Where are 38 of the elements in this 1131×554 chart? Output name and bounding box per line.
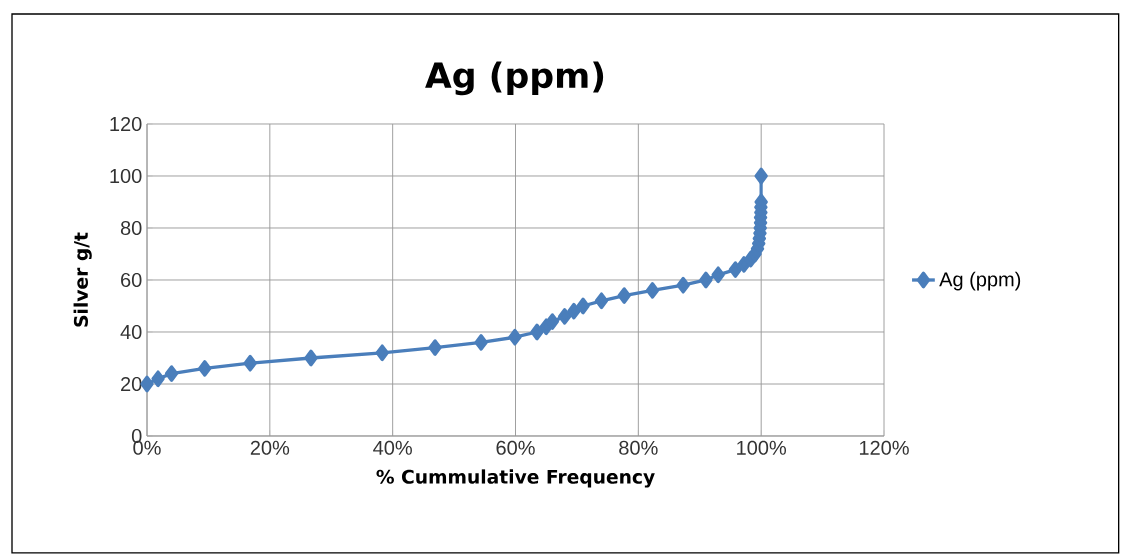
x-tick-label: 20% bbox=[250, 440, 290, 455]
x-axis-title: % Cummulative Frequency bbox=[376, 469, 655, 488]
point bbox=[304, 349, 318, 367]
point bbox=[567, 302, 581, 320]
point bbox=[594, 292, 609, 310]
y-tick-label: 100 bbox=[110, 168, 142, 184]
x-tick-label: 60% bbox=[496, 440, 535, 455]
point bbox=[151, 370, 165, 388]
point bbox=[243, 354, 257, 372]
y-tick-label: 80 bbox=[120, 220, 142, 236]
point bbox=[617, 287, 631, 304]
x-tick-label: 40% bbox=[373, 440, 412, 455]
legend-label: Ag (ppm) bbox=[939, 271, 1021, 291]
point bbox=[754, 167, 768, 185]
x-tick-label: 80% bbox=[619, 440, 658, 455]
point bbox=[428, 339, 442, 356]
chart-title: Ag (ppm) bbox=[425, 61, 604, 96]
y-tick-label: 20 bbox=[121, 376, 142, 392]
point bbox=[164, 365, 179, 382]
x-tick-label: 120% bbox=[859, 440, 909, 455]
point bbox=[375, 344, 389, 362]
point bbox=[699, 271, 713, 289]
y-tick-label: 60 bbox=[121, 272, 142, 288]
point bbox=[198, 360, 212, 377]
point bbox=[576, 297, 590, 315]
point bbox=[530, 323, 544, 341]
y-tick-label: 40 bbox=[120, 324, 142, 340]
point bbox=[508, 328, 522, 346]
point bbox=[557, 308, 572, 325]
point bbox=[474, 334, 488, 351]
x-tick-label: 100% bbox=[737, 440, 787, 455]
point bbox=[645, 282, 660, 299]
point bbox=[676, 276, 690, 294]
point bbox=[545, 313, 560, 330]
point bbox=[728, 261, 743, 278]
y-axis-title: Silver g/t bbox=[73, 232, 92, 327]
point bbox=[711, 266, 725, 284]
y-tick-label: 120 bbox=[110, 116, 142, 132]
